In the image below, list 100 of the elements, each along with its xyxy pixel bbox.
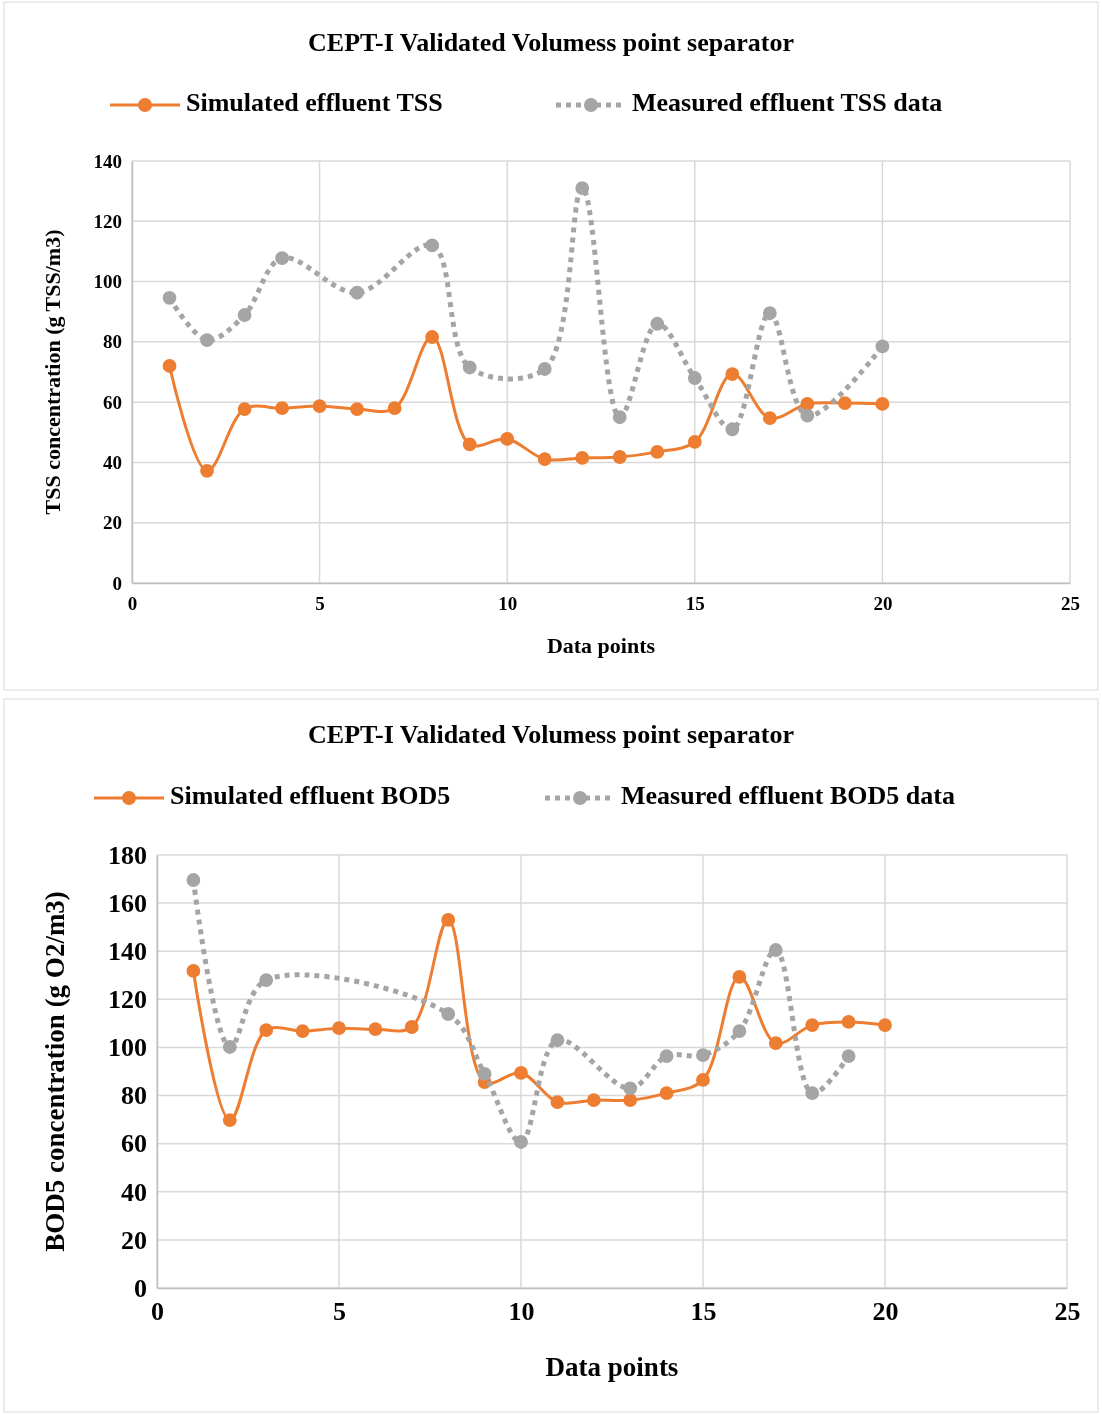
y-tick-label: 140 xyxy=(108,937,147,967)
y-tick-label: 160 xyxy=(108,888,147,918)
x-tick-label: 25 xyxy=(1061,593,1080,615)
x-axis-title: Data points xyxy=(545,1352,679,1383)
point xyxy=(350,285,365,300)
y-tick-label: 120 xyxy=(108,985,147,1015)
legend-label: Simulated effluent TSS xyxy=(186,87,443,117)
point xyxy=(368,1022,383,1037)
point xyxy=(441,1007,456,1021)
point xyxy=(200,333,214,347)
point xyxy=(200,463,214,478)
point xyxy=(768,943,783,957)
point xyxy=(425,330,440,344)
y-tick-label: 20 xyxy=(103,512,122,534)
point xyxy=(732,970,747,984)
x-tick-label: 25 xyxy=(1054,1297,1081,1327)
point xyxy=(462,360,477,375)
point xyxy=(612,410,627,425)
point xyxy=(186,873,201,887)
point xyxy=(875,397,890,411)
y-tick-label: 80 xyxy=(121,1081,147,1111)
y-tick-label: 140 xyxy=(93,150,122,172)
point xyxy=(259,1023,274,1038)
point xyxy=(275,401,289,416)
x-tick-label: 5 xyxy=(333,1297,346,1327)
point xyxy=(259,973,274,987)
point xyxy=(623,1093,638,1108)
point xyxy=(477,1067,492,1081)
point xyxy=(650,316,665,331)
point xyxy=(762,411,777,426)
x-tick-label: 10 xyxy=(508,1297,535,1327)
point xyxy=(725,422,740,437)
point xyxy=(837,396,852,410)
point xyxy=(800,408,815,423)
point xyxy=(441,913,456,927)
x-tick-label: 5 xyxy=(315,593,325,615)
chart-title: CEPT-I Validated Volumess point separator xyxy=(308,27,794,57)
point xyxy=(514,1066,528,1080)
point xyxy=(404,1020,419,1034)
point xyxy=(687,371,702,385)
y-axis-title: TSS concentration (g TSS/m3) xyxy=(40,229,66,515)
y-tick-label: 60 xyxy=(103,391,122,413)
legend-label: Simulated effluent BOD5 xyxy=(170,780,451,810)
point xyxy=(696,1048,710,1063)
y-tick-label: 0 xyxy=(112,572,122,594)
legend-label: Measured effluent BOD5 data xyxy=(621,780,955,810)
point xyxy=(575,181,590,196)
point xyxy=(222,1113,237,1127)
point xyxy=(237,402,252,416)
point xyxy=(387,401,402,416)
point xyxy=(462,437,477,452)
point xyxy=(800,397,815,411)
x-tick-label: 20 xyxy=(873,593,893,615)
x-tick-label: 10 xyxy=(498,593,518,615)
x-axis-title: Data points xyxy=(546,633,656,659)
x-tick-label: 15 xyxy=(685,593,705,615)
point xyxy=(612,450,627,464)
point xyxy=(623,1081,638,1096)
y-tick-label: 100 xyxy=(93,271,122,293)
point xyxy=(537,452,552,467)
point xyxy=(586,1093,601,1108)
point xyxy=(514,1135,528,1149)
y-tick-label: 0 xyxy=(134,1273,147,1303)
point xyxy=(550,1095,565,1109)
point xyxy=(875,339,890,354)
point xyxy=(650,444,665,459)
point xyxy=(725,367,740,382)
point xyxy=(222,1040,237,1054)
chart-title: CEPT-I Validated Volumess point separator xyxy=(308,719,794,749)
point xyxy=(696,1073,710,1087)
point xyxy=(186,964,201,978)
point xyxy=(275,251,289,265)
point xyxy=(805,1086,820,1101)
point xyxy=(162,290,177,305)
y-tick-label: 80 xyxy=(103,331,122,353)
point xyxy=(805,1018,820,1032)
x-tick-label: 20 xyxy=(872,1297,899,1327)
point xyxy=(332,1021,346,1036)
point xyxy=(768,1036,783,1051)
point xyxy=(659,1086,674,1101)
y-tick-label: 180 xyxy=(108,840,147,870)
point xyxy=(312,399,327,413)
y-tick-label: 40 xyxy=(121,1177,147,1207)
x-tick-label: 15 xyxy=(690,1297,717,1327)
point xyxy=(537,362,552,376)
legend-label: Measured effluent TSS data xyxy=(632,87,943,117)
point xyxy=(878,1018,892,1032)
point xyxy=(732,1024,747,1038)
y-tick-label: 60 xyxy=(121,1129,147,1159)
point xyxy=(550,1033,565,1048)
point xyxy=(687,435,702,449)
y-tick-label: 40 xyxy=(103,452,122,474)
point xyxy=(575,451,590,465)
y-tick-label: 100 xyxy=(108,1033,147,1063)
point xyxy=(500,432,515,446)
y-axis-title: BOD5 concentration (g O2/m3) xyxy=(40,891,71,1252)
point xyxy=(350,402,365,416)
point xyxy=(295,1024,310,1038)
y-tick-label: 120 xyxy=(93,210,122,232)
point xyxy=(659,1049,674,1063)
